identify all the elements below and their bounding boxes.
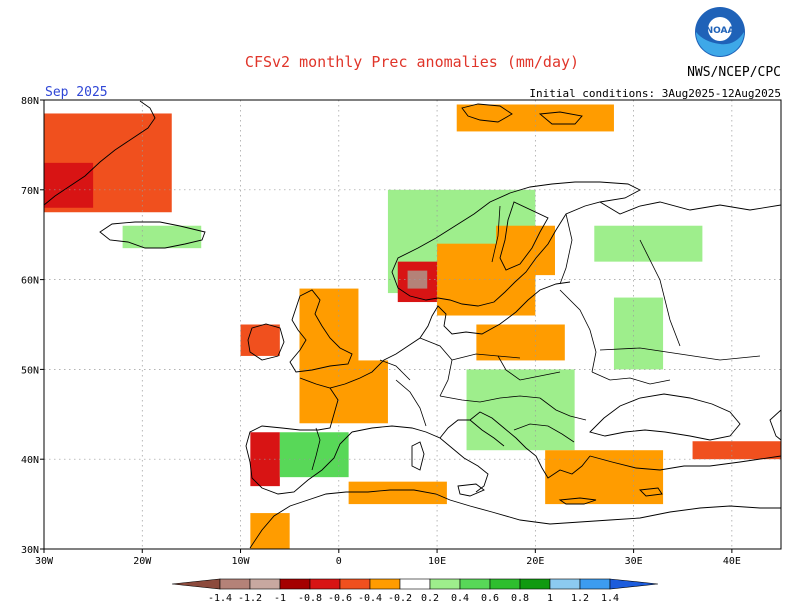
colorbar-tick-label: -0.2 xyxy=(388,593,412,604)
agency-label: NWS/NCEP/CPC xyxy=(687,65,781,80)
colorbar-swatch xyxy=(489,578,521,590)
colorbar-tick-label: 1.4 xyxy=(601,593,619,604)
anomaly-cell-3 xyxy=(456,104,614,132)
noaa-logo-icon: NOAA xyxy=(695,7,745,57)
colorbar-tick-label: -0.4 xyxy=(358,593,382,604)
colorbar-swatch xyxy=(459,578,491,590)
colorbar-swatch xyxy=(249,578,281,590)
lon-tick-label: 40E xyxy=(723,556,741,567)
anomaly-cell-17 xyxy=(279,432,349,478)
anomaly-cell-14 xyxy=(613,297,664,370)
lon-tick-label: 10E xyxy=(428,556,446,567)
lon-tick-label: 10W xyxy=(232,556,251,567)
anomaly-cell-10 xyxy=(240,324,280,356)
anomaly-cell-1 xyxy=(44,162,94,208)
country-borders xyxy=(311,205,761,471)
colorbar-tick-label: -1.4 xyxy=(208,593,232,604)
lon-tick-label: 20W xyxy=(133,556,152,567)
colorbar-swatch xyxy=(339,578,371,590)
colorbar-swatch xyxy=(171,578,221,590)
colorbar-swatch xyxy=(279,578,311,590)
coastlines xyxy=(44,100,781,549)
map-frame xyxy=(43,99,782,550)
anomaly-cell-9 xyxy=(594,225,703,262)
chart-title: CFSv2 monthly Prec anomalies (mm/day) xyxy=(245,53,579,71)
anomaly-cell-18 xyxy=(348,481,447,505)
colorbar-tick-label: 0.2 xyxy=(421,593,439,604)
colorbar-swatch xyxy=(399,578,431,590)
lon-tick-label: 0 xyxy=(336,556,342,567)
anomaly-cell-19 xyxy=(250,513,290,549)
colorbar-swatch xyxy=(579,578,611,590)
colorbar-tick-label: -0.6 xyxy=(328,593,352,604)
colorbar-tick-label: 1.2 xyxy=(571,593,589,604)
lat-tick-label: 50N xyxy=(21,365,39,376)
colorbar: -1.4 -1.2 -1 -0.8 -0.6 -0.4 -0.2 0.2 0.4 0.6 0.8 1 1… xyxy=(171,578,659,604)
colorbar-tick-label: 0.4 xyxy=(451,593,469,604)
forecast-month: Sep 2025 xyxy=(45,85,108,100)
lat-tick-label: 30N xyxy=(21,545,39,556)
lat-tick-label: 60N xyxy=(21,276,39,287)
colorbar-swatch xyxy=(219,578,251,590)
anomaly-cell-2 xyxy=(122,225,202,249)
colorbar-swatch xyxy=(429,578,461,590)
initial-conditions: Initial conditions: 3Aug2025-12Aug2025 xyxy=(529,87,781,100)
lon-tick-label: 20E xyxy=(526,556,544,567)
lat-tick-label: 80N xyxy=(21,96,39,107)
lat-tick-label: 70N xyxy=(21,186,39,197)
colorbar-swatch xyxy=(309,578,341,590)
lon-tick-label: 30W xyxy=(35,556,54,567)
anomaly-cell-15 xyxy=(466,369,575,451)
colorbar-tick-label: -1 xyxy=(274,593,286,604)
anomaly-cell-13 xyxy=(476,324,565,361)
logo-text: NOAA xyxy=(706,26,735,36)
colorbar-swatch xyxy=(519,578,551,590)
colorbar-tick-label: 1 xyxy=(547,593,553,604)
colorbar-swatch xyxy=(369,578,401,590)
axis-labels: 30W 20W 10W 0 10E 20E 30E 40E 30N 40N 50N 60N 70N 80N xyxy=(21,96,741,567)
anomaly-cell-6 xyxy=(407,270,428,289)
anomaly-cell-11 xyxy=(299,288,359,365)
colorbar-tick-label: 0.6 xyxy=(481,593,499,604)
map-panel xyxy=(43,99,782,550)
colorbar-swatch xyxy=(609,578,659,590)
lat-tick-label: 40N xyxy=(21,455,39,466)
colorbar-swatch xyxy=(549,578,581,590)
colorbar-tick-label: -0.8 xyxy=(298,593,322,604)
colorbar-tick-label: 0.8 xyxy=(511,593,529,604)
colorbar-tick-label: -1.2 xyxy=(238,593,262,604)
lon-tick-label: 30E xyxy=(625,556,643,567)
anomaly-layer xyxy=(44,104,781,549)
anomaly-cell-21 xyxy=(692,441,781,460)
